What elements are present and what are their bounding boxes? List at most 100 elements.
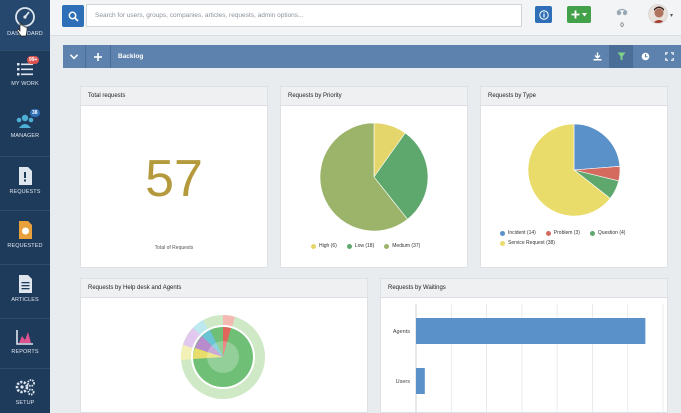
download-icon	[593, 52, 601, 61]
priority-panel: Requests by Priority High (6) Low (18) M…	[280, 86, 468, 268]
fullscreen-button[interactable]	[657, 45, 681, 68]
total-requests-caption: Total of Requests	[154, 245, 194, 251]
legend-swatch	[589, 230, 595, 236]
headset-icon	[616, 8, 628, 16]
helpdesk-sunburst-chart[interactable]	[81, 301, 369, 411]
history-button[interactable]	[633, 45, 657, 68]
sidebar-divider	[0, 156, 50, 157]
sidebar-divider	[0, 368, 50, 369]
pie-slice-service-request[interactable]	[527, 123, 611, 217]
total-requests-value[interactable]: 57	[145, 150, 203, 208]
agents-online-count: 0	[620, 23, 624, 29]
legend-item-high[interactable]: High (6)	[311, 243, 337, 249]
pie-slice-incident[interactable]	[573, 123, 621, 171]
bar-category-label: Users	[396, 379, 411, 385]
sidebar-item-label: SETUP	[15, 400, 35, 406]
legend-swatch	[545, 230, 551, 236]
waitings-bar-chart[interactable]: Agents Users	[381, 300, 669, 413]
sidebar-item-label: REPORTS	[11, 349, 39, 355]
priority-legend: High (6) Low (18) Medium (37)	[311, 243, 420, 249]
pie-slice-low[interactable]	[373, 132, 429, 220]
legend-item-question[interactable]: Question (4)	[589, 230, 626, 236]
search-icon	[68, 11, 79, 22]
sidebar-item-label: MY WORK	[11, 81, 39, 87]
sidebar-item-manager[interactable]: MANAGER 38	[0, 106, 50, 156]
avatar-caret-icon[interactable]: ▾	[670, 13, 674, 19]
sidebar-item-setup[interactable]: SETUP	[0, 371, 50, 413]
bar-agents[interactable]	[416, 318, 646, 344]
sidebar-item-label: MANAGER	[10, 133, 40, 139]
info-icon	[538, 9, 549, 20]
legend-item-incident[interactable]: Incident (14)	[500, 230, 536, 236]
add-dashboard-button[interactable]	[87, 45, 109, 68]
center-highlight	[207, 341, 239, 373]
sidebar-divider	[0, 318, 50, 319]
legend-swatch	[384, 243, 390, 249]
plus-icon	[94, 52, 102, 61]
article-icon	[19, 275, 32, 293]
sunburst-segment	[202, 330, 223, 357]
pie-slice-medium[interactable]	[319, 122, 408, 232]
legend-item-problem[interactable]: Problem (3)	[545, 230, 580, 236]
sidebar-item-articles[interactable]: ARTICLES	[0, 268, 50, 318]
sidebar-divider	[0, 50, 50, 51]
info-button[interactable]	[535, 6, 552, 23]
collapse-button[interactable]	[63, 45, 85, 68]
manager-badge: 38	[30, 109, 40, 117]
legend-label: Incident (14)	[508, 230, 536, 236]
search-input[interactable]: Search for users, groups, companies, art…	[86, 4, 522, 27]
legend-item-low[interactable]: Low (18)	[346, 243, 375, 249]
filter-button[interactable]	[609, 45, 633, 68]
sunburst-segment	[195, 336, 223, 357]
legend-label: Question (4)	[597, 230, 626, 236]
caret-down-icon	[582, 12, 587, 16]
agents-online[interactable]: 0	[612, 4, 632, 29]
chevron-down-icon	[70, 53, 78, 59]
sidebar-divider	[0, 264, 50, 265]
dashboard-title[interactable]: Backlog	[118, 53, 144, 60]
panel-title: Requests by Priority	[281, 87, 467, 106]
sidebar-item-reports[interactable]: REPORTS	[0, 322, 50, 372]
sidebar-item-requests[interactable]: REQUESTS	[0, 160, 50, 210]
sidebar-item-label: REQUESTS	[9, 189, 41, 195]
toolbar-divider	[110, 45, 111, 68]
sidebar-item-dashboard[interactable]: DASHBOARD	[0, 0, 50, 50]
legend-item-medium[interactable]: Medium (37)	[384, 243, 420, 249]
type-legend: Incident (14) Problem (3) Question (4) S…	[500, 230, 660, 246]
bar-category-label: Agents	[393, 329, 410, 335]
request-document-icon	[19, 167, 32, 185]
priority-pie-chart[interactable]	[281, 109, 469, 239]
legend-swatch	[500, 230, 505, 236]
search-button[interactable]	[62, 5, 84, 27]
legend-label: Medium (37)	[392, 243, 421, 249]
sidebar-item-my-work[interactable]: MY WORK 99+	[0, 54, 50, 104]
type-pie-chart[interactable]	[481, 109, 669, 229]
user-avatar[interactable]	[648, 4, 668, 24]
reports-chart-icon	[16, 330, 33, 345]
panel-title: Requests by Help desk and Agents	[81, 279, 367, 298]
expand-icon	[664, 52, 674, 61]
user-photo-icon	[649, 5, 667, 23]
type-panel: Requests by Type Incident (14) Problem (…	[480, 86, 668, 268]
bar-users[interactable]	[416, 368, 425, 394]
add-new-button[interactable]	[567, 6, 591, 23]
sunburst-segment	[192, 348, 223, 359]
sidebar-divider	[0, 210, 50, 211]
top-bar: Search for users, groups, companies, art…	[50, 0, 681, 36]
sunburst-segment	[223, 326, 231, 357]
filter-icon	[617, 52, 625, 61]
backlog-toolbar: Backlog	[63, 45, 681, 68]
download-button[interactable]	[585, 45, 609, 68]
sidebar-item-requested[interactable]: REQUESTED	[0, 214, 50, 264]
my-work-badge: 99+	[27, 56, 40, 64]
hand-cursor-icon	[16, 22, 28, 37]
legend-label: Low (18)	[354, 243, 375, 249]
legend-swatch	[346, 243, 352, 249]
helpdesk-panel: Requests by Help desk and Agents	[80, 278, 368, 413]
gears-icon	[15, 379, 35, 396]
list-icon	[17, 63, 33, 76]
legend-item-service-request[interactable]: Service Request (38)	[500, 240, 555, 246]
sidebar: DASHBOARD MY WORK 99+ MANAGER 38 REQUEST…	[0, 0, 50, 413]
sidebar-item-label: REQUESTED	[7, 243, 43, 249]
requested-document-icon	[19, 221, 32, 239]
